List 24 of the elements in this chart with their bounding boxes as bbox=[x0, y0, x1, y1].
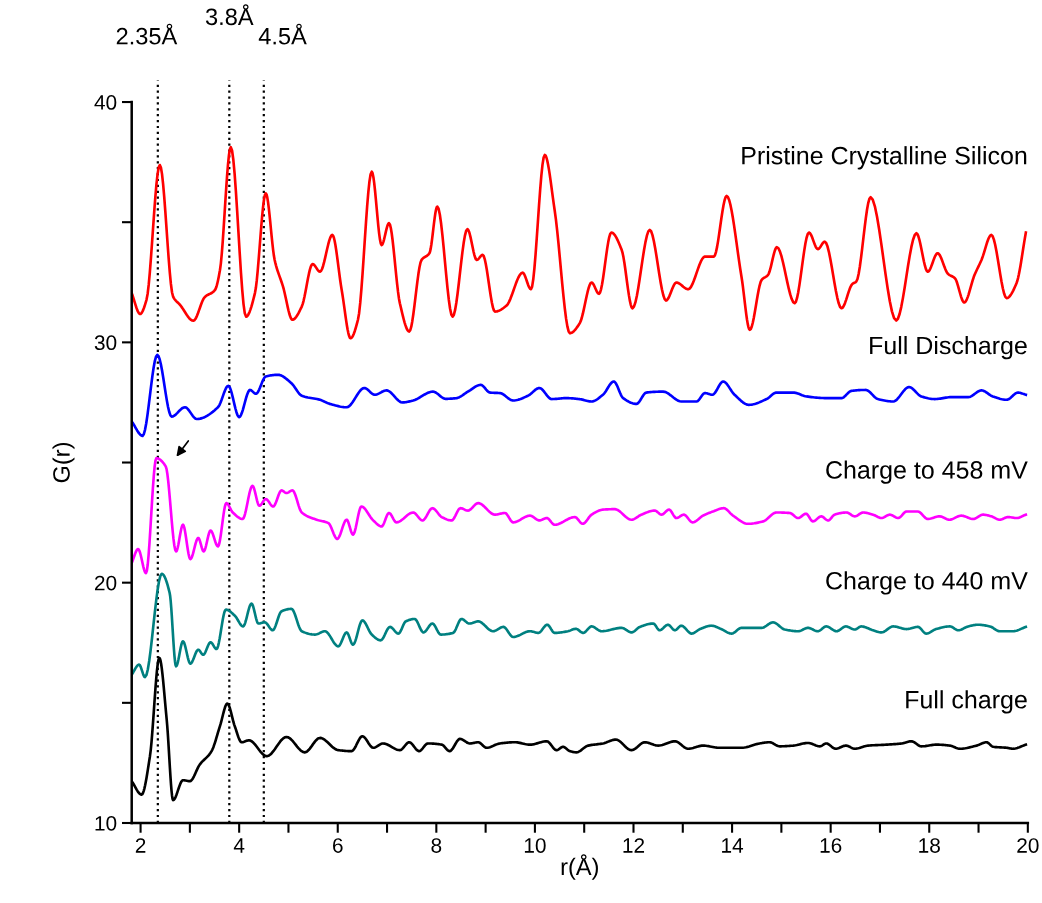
y-tick-label: 10 bbox=[95, 816, 117, 831]
ref-line-label: 4.5Å bbox=[258, 23, 307, 45]
x-tick-label: 10 bbox=[524, 838, 546, 853]
y-axis-title: G(r) bbox=[52, 443, 75, 483]
ref-line-label: 3.8Å bbox=[205, 4, 254, 26]
x-tick-label: 18 bbox=[919, 838, 940, 853]
series-label: Full charge bbox=[906, 690, 1027, 714]
series-label: Charge to 458 mV bbox=[826, 460, 1028, 484]
y-tick-label: 20 bbox=[95, 575, 117, 591]
x-axis-title: r(Å) bbox=[561, 854, 598, 880]
series-label: Charge to 440 mV bbox=[826, 571, 1028, 595]
y-tick-label: 30 bbox=[94, 335, 117, 351]
x-tick-label: 6 bbox=[333, 838, 343, 853]
y-tick-label: 40 bbox=[94, 95, 117, 110]
x-tick-label: 14 bbox=[722, 838, 744, 853]
x-tick-label: 12 bbox=[623, 838, 645, 853]
x-tick-label: 8 bbox=[431, 838, 442, 853]
x-tick-label: 16 bbox=[820, 838, 842, 853]
x-tick-label: 20 bbox=[1017, 838, 1039, 853]
series-label: Full Discharge bbox=[870, 335, 1027, 360]
series-label: Pristine Crystalline Silicon bbox=[742, 146, 1027, 170]
x-tick-label: 4 bbox=[233, 838, 245, 853]
x-tick-label: 2 bbox=[135, 838, 146, 853]
ref-line-label: 2.35Å bbox=[116, 23, 178, 45]
